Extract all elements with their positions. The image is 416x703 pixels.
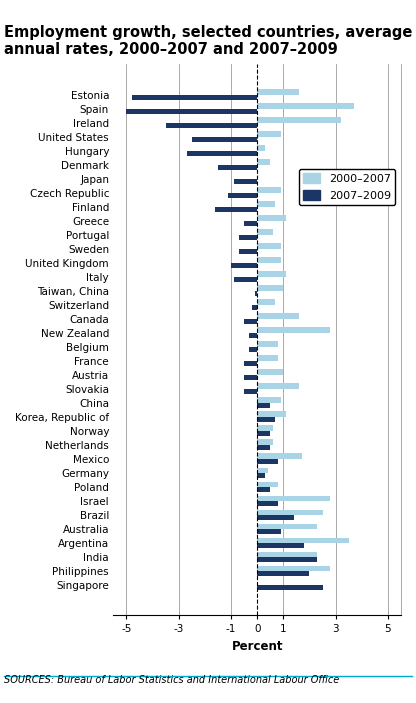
Bar xyxy=(249,333,257,338)
Bar xyxy=(257,201,275,207)
Bar xyxy=(244,375,257,380)
Bar xyxy=(249,347,257,352)
Bar xyxy=(257,557,317,562)
Bar xyxy=(257,411,286,417)
Bar xyxy=(257,431,270,436)
Bar xyxy=(257,89,299,95)
Bar xyxy=(239,235,257,240)
Bar xyxy=(257,403,270,408)
Bar xyxy=(166,122,257,128)
Bar xyxy=(239,249,257,254)
Text: Employment growth, selected countries, average
annual rates, 2000–2007 and 2007–: Employment growth, selected countries, a… xyxy=(4,25,413,57)
Bar xyxy=(257,524,317,529)
Bar xyxy=(231,263,257,268)
Bar xyxy=(257,397,281,403)
Bar xyxy=(257,473,265,478)
Bar xyxy=(257,565,330,571)
Legend: 2000–2007, 2007–2009: 2000–2007, 2007–2009 xyxy=(299,169,396,205)
Bar xyxy=(257,467,267,473)
Bar xyxy=(257,571,310,576)
Bar xyxy=(257,496,330,501)
Bar xyxy=(244,318,257,324)
Bar xyxy=(257,146,265,150)
Bar xyxy=(234,179,257,184)
Bar xyxy=(131,95,257,100)
Bar xyxy=(192,136,257,142)
Bar xyxy=(257,243,281,249)
Bar xyxy=(234,277,257,282)
Bar xyxy=(257,439,273,445)
Bar xyxy=(257,285,283,291)
Bar xyxy=(257,510,322,515)
Bar xyxy=(257,356,278,361)
Text: SOURCES: Bureau of Labor Statistics and International Labour Office: SOURCES: Bureau of Labor Statistics and … xyxy=(4,676,339,685)
Bar xyxy=(257,482,278,487)
Bar xyxy=(257,459,278,464)
Bar xyxy=(215,207,257,212)
Bar xyxy=(186,150,257,156)
Bar xyxy=(255,291,257,296)
Bar xyxy=(257,425,273,431)
Bar xyxy=(257,342,278,347)
Bar xyxy=(257,445,270,450)
Bar xyxy=(257,187,281,193)
Bar xyxy=(257,117,341,122)
Bar xyxy=(257,160,270,165)
Bar xyxy=(257,229,273,235)
Bar xyxy=(257,299,275,304)
Bar xyxy=(218,165,257,170)
Bar xyxy=(257,383,299,389)
Bar xyxy=(257,501,278,506)
Bar xyxy=(257,103,354,108)
Bar xyxy=(257,538,349,543)
Bar xyxy=(257,328,330,333)
Bar xyxy=(252,304,257,310)
Bar xyxy=(257,453,302,459)
Bar xyxy=(257,552,317,557)
Bar xyxy=(257,257,281,263)
Bar xyxy=(244,361,257,366)
Bar xyxy=(228,193,257,198)
Bar xyxy=(257,417,275,422)
X-axis label: Percent: Percent xyxy=(231,640,283,653)
Bar xyxy=(257,131,281,136)
Bar xyxy=(126,108,257,114)
Bar xyxy=(257,370,283,375)
Bar xyxy=(257,487,270,492)
Bar xyxy=(257,585,322,591)
Bar xyxy=(257,515,294,520)
Bar xyxy=(257,543,304,548)
Bar xyxy=(257,529,281,534)
Bar xyxy=(257,215,286,221)
Bar xyxy=(257,314,299,318)
Bar xyxy=(244,389,257,394)
Bar xyxy=(257,271,286,277)
Bar xyxy=(244,221,257,226)
